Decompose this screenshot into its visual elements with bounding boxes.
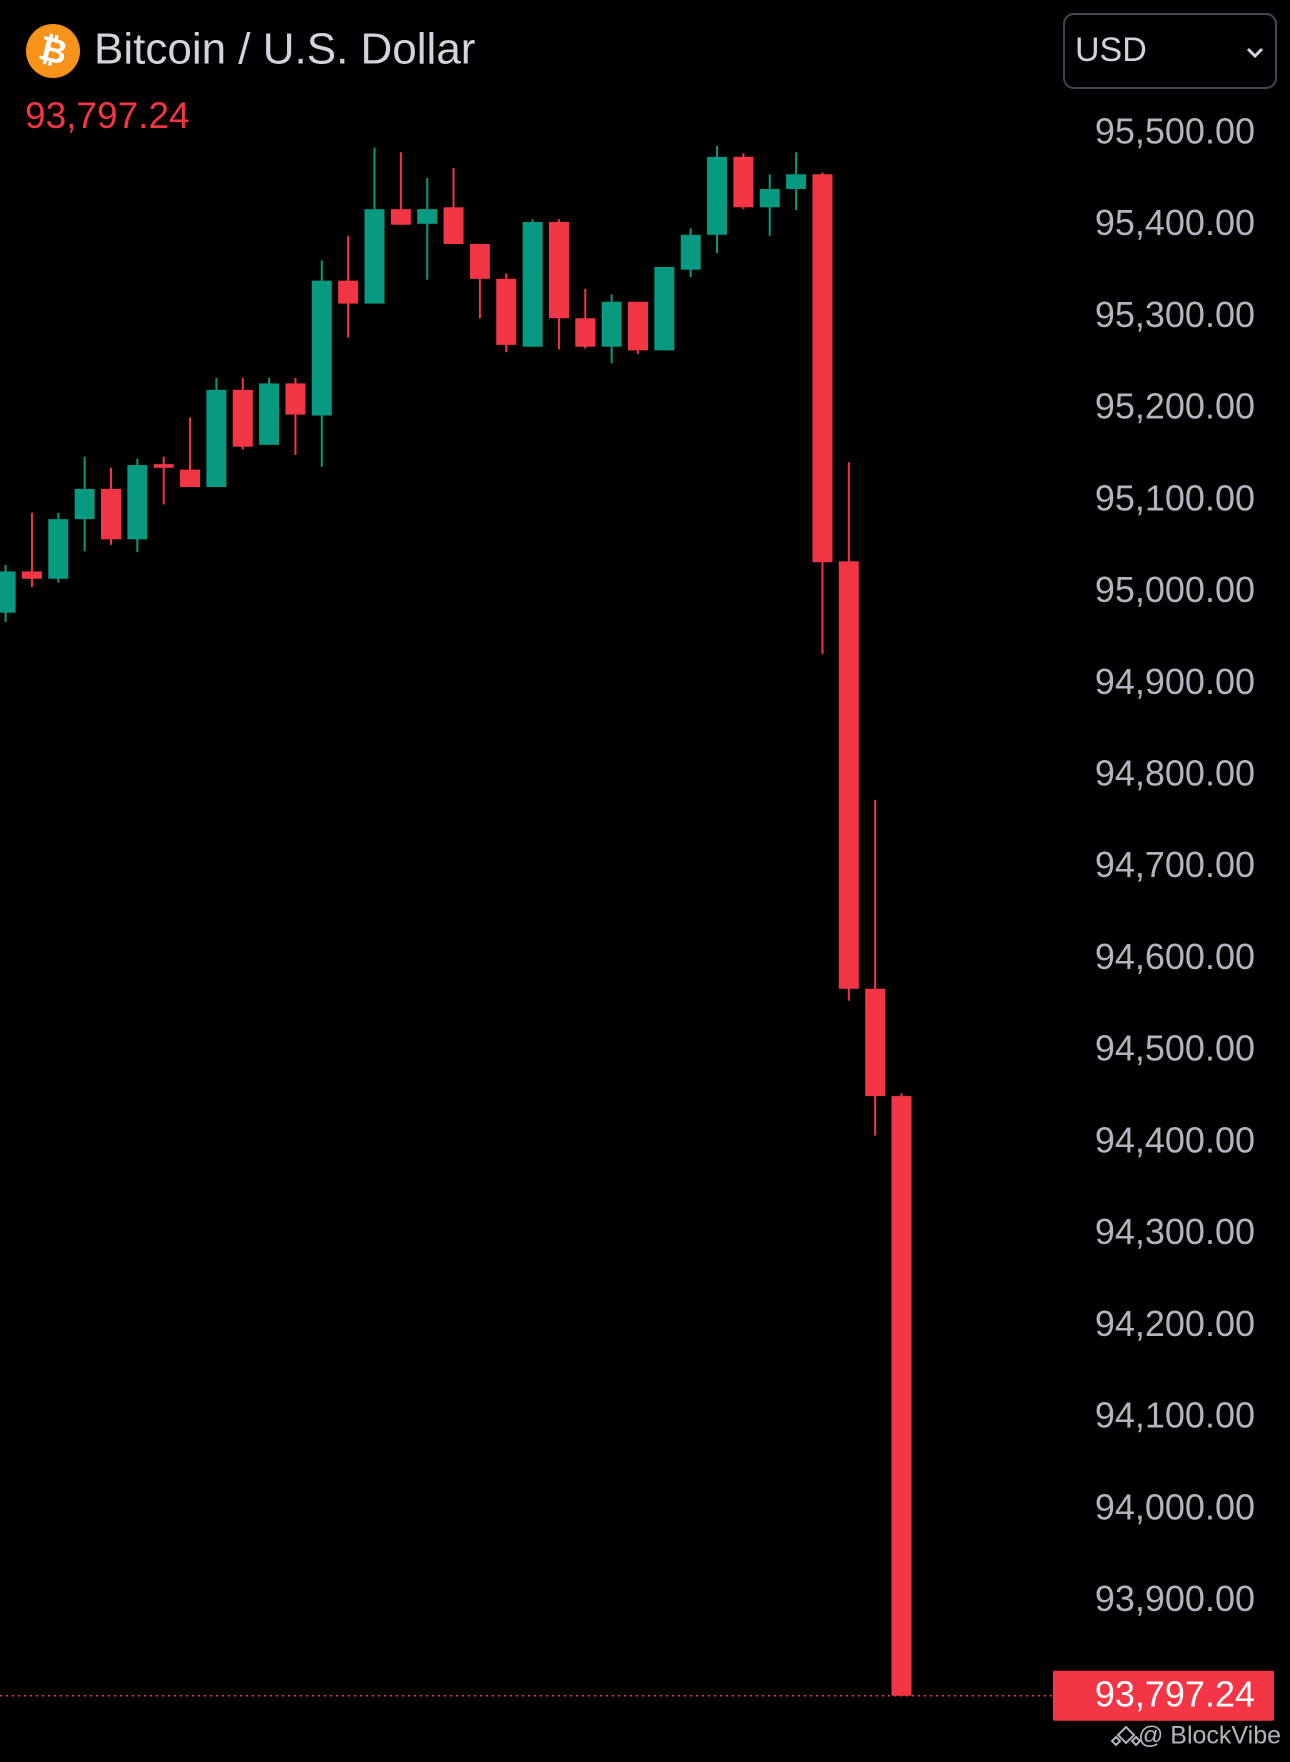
candle-body	[417, 209, 438, 224]
select-chevron[interactable]	[1246, 47, 1264, 59]
y-tick-label: 95,100.00	[1095, 477, 1255, 518]
candle-body	[865, 988, 886, 1097]
candle-body	[390, 209, 411, 225]
y-tick-label: 94,000.00	[1095, 1486, 1255, 1527]
y-tick-label: 94,300.00	[1095, 1211, 1255, 1252]
y-tick-label: 94,200.00	[1095, 1303, 1255, 1344]
y-tick-label: 94,500.00	[1095, 1028, 1255, 1069]
candle-body	[628, 301, 648, 351]
last-price-badge	[1053, 1670, 1274, 1721]
candle-body	[338, 280, 359, 304]
candle-body	[206, 389, 227, 488]
candle-body	[733, 156, 754, 208]
select-box[interactable]	[1063, 13, 1277, 89]
candle-body	[601, 301, 622, 347]
header-last-price: 93,797.24	[25, 95, 190, 136]
candle-body	[654, 266, 675, 351]
y-tick-label: 94,600.00	[1095, 936, 1255, 977]
candle-body	[680, 234, 701, 270]
candle-body	[180, 469, 201, 488]
candle-body	[153, 464, 174, 468]
watermark-icon	[1110, 1725, 1142, 1747]
symbol-icon: ₿	[26, 24, 80, 78]
candle-body	[575, 318, 596, 347]
y-tick-label: 94,700.00	[1095, 844, 1255, 885]
y-tick-label: 94,800.00	[1095, 752, 1255, 793]
y-tick-label: 95,000.00	[1095, 569, 1255, 610]
watermark-text: @ BlockVibe	[1138, 1722, 1281, 1750]
candle-body	[311, 280, 332, 416]
currency-select[interactable]: USD	[1063, 13, 1277, 89]
symbol-title: Bitcoin / U.S. Dollar	[94, 25, 475, 74]
candle-body	[469, 243, 490, 279]
y-tick-label: 95,200.00	[1095, 386, 1255, 427]
y-tick-label: 95,300.00	[1095, 294, 1255, 335]
candle-body	[101, 488, 121, 540]
last-price-label: 93,797.24	[1095, 1673, 1255, 1714]
y-tick-label: 94,400.00	[1095, 1119, 1255, 1160]
y-tick-label: 93,900.00	[1095, 1578, 1255, 1619]
candle-body	[48, 519, 69, 579]
candle-body	[759, 188, 780, 208]
candle-body	[496, 278, 517, 345]
y-tick-label: 95,500.00	[1095, 110, 1255, 151]
candle-body	[812, 174, 833, 563]
candle-body	[364, 209, 385, 304]
candle-body	[127, 465, 148, 540]
candle-body	[838, 561, 859, 989]
candle-body	[259, 383, 280, 445]
y-tick-label: 94,100.00	[1095, 1395, 1255, 1436]
candle-body	[522, 221, 543, 347]
candle-body	[548, 221, 569, 319]
watermark: @ BlockVibe	[1110, 1722, 1281, 1750]
select-value[interactable]: USD	[1075, 31, 1147, 69]
candle-body	[21, 571, 42, 579]
candle-body	[891, 1096, 912, 1696]
candle-body	[232, 389, 253, 447]
y-tick-label: 94,900.00	[1095, 661, 1255, 702]
icon-circle	[26, 24, 80, 78]
y-tick-label: 95,400.00	[1095, 202, 1255, 243]
candle-body	[786, 174, 807, 189]
candle-body	[443, 207, 464, 244]
plot: 95,500.00 95,400.00 95,300.00 95,200.00 95,1…	[0, 110, 1274, 1721]
candle-body	[74, 488, 95, 520]
candle-body	[0, 571, 16, 613]
candle-body	[285, 383, 306, 415]
candle-body	[707, 156, 728, 235]
